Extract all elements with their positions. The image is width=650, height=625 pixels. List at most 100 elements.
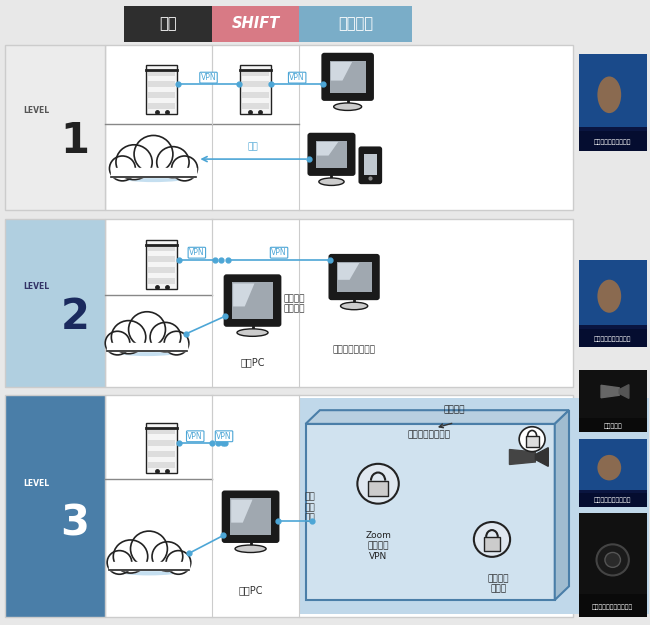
Polygon shape	[338, 263, 359, 280]
Circle shape	[129, 312, 166, 348]
Bar	[578, 594, 647, 618]
Text: 稼働
時間
のみ: 稼働 時間 のみ	[304, 492, 315, 522]
Circle shape	[111, 321, 146, 354]
FancyBboxPatch shape	[309, 134, 354, 175]
Ellipse shape	[237, 329, 268, 336]
Ellipse shape	[597, 76, 621, 113]
Bar	[148, 439, 176, 446]
Bar	[146, 423, 177, 473]
Bar	[148, 462, 176, 468]
Bar	[578, 513, 647, 618]
Circle shape	[150, 322, 181, 352]
Bar	[299, 398, 650, 614]
Bar	[105, 394, 573, 618]
Bar	[5, 45, 105, 210]
Bar	[526, 436, 539, 447]
Bar	[148, 70, 176, 76]
Text: 直接: 直接	[248, 142, 259, 152]
Bar	[578, 493, 647, 507]
Text: SHIFT: SHIFT	[231, 16, 280, 31]
Circle shape	[164, 331, 188, 355]
Text: VPN: VPN	[271, 248, 287, 258]
Polygon shape	[601, 385, 619, 398]
Bar	[578, 259, 647, 325]
Ellipse shape	[597, 279, 621, 312]
Bar	[242, 70, 268, 76]
Text: 室内セキュリティエリア: 室内セキュリティエリア	[592, 604, 633, 610]
Ellipse shape	[116, 349, 177, 356]
Bar	[306, 424, 554, 600]
Bar	[578, 418, 647, 432]
Bar	[146, 64, 177, 114]
FancyBboxPatch shape	[359, 148, 382, 183]
Bar	[484, 537, 501, 551]
Bar	[369, 481, 388, 496]
Circle shape	[107, 551, 132, 574]
Bar	[578, 259, 647, 347]
Bar	[578, 439, 647, 507]
Circle shape	[358, 464, 399, 504]
Bar	[105, 45, 573, 210]
Bar	[578, 439, 647, 490]
Bar	[330, 61, 366, 93]
Ellipse shape	[319, 178, 344, 186]
FancyBboxPatch shape	[330, 255, 379, 299]
FancyBboxPatch shape	[225, 276, 280, 326]
Text: 3: 3	[60, 503, 89, 545]
Circle shape	[157, 147, 189, 178]
Bar	[240, 64, 270, 114]
Bar	[242, 81, 268, 87]
Bar	[578, 370, 647, 432]
Circle shape	[113, 540, 148, 573]
Bar	[299, 6, 412, 42]
Text: VPN: VPN	[289, 73, 305, 82]
Circle shape	[105, 331, 130, 355]
Circle shape	[605, 552, 621, 568]
Text: VPN: VPN	[187, 432, 203, 441]
Bar	[148, 81, 176, 87]
Bar	[148, 428, 176, 434]
Bar	[148, 92, 176, 98]
Text: VPN: VPN	[189, 248, 205, 258]
Polygon shape	[554, 410, 569, 600]
Text: 1: 1	[60, 119, 89, 162]
Circle shape	[131, 531, 168, 567]
Polygon shape	[233, 284, 254, 306]
Text: 置きPC: 置きPC	[239, 586, 263, 596]
Circle shape	[519, 427, 545, 452]
Bar	[242, 92, 268, 98]
Text: シンクライアント: シンクライアント	[333, 346, 376, 355]
Polygon shape	[231, 499, 252, 522]
Text: 2: 2	[60, 296, 89, 338]
Bar	[578, 54, 647, 127]
Circle shape	[109, 156, 135, 181]
Bar	[148, 451, 176, 457]
Ellipse shape	[341, 302, 368, 310]
Text: リモート
アクセス: リモート アクセス	[283, 294, 305, 313]
Polygon shape	[306, 410, 569, 424]
FancyBboxPatch shape	[322, 54, 373, 100]
Text: VPN: VPN	[201, 73, 216, 82]
Text: 有人監視: 有人監視	[444, 406, 465, 415]
Bar	[242, 103, 268, 109]
Text: オンラインビデオ通話: オンラインビデオ通話	[594, 336, 631, 342]
Ellipse shape	[235, 545, 266, 552]
Bar	[578, 329, 647, 347]
FancyBboxPatch shape	[223, 491, 278, 542]
Text: シンクライアント: シンクライアント	[407, 430, 450, 439]
Bar	[148, 103, 176, 109]
Text: VPN: VPN	[216, 432, 232, 441]
Circle shape	[474, 522, 510, 557]
Bar	[105, 219, 573, 387]
Text: LEVEL: LEVEL	[23, 282, 50, 291]
Bar	[148, 245, 176, 251]
Text: 在宅作業: 在宅作業	[338, 16, 373, 31]
Text: LEVEL: LEVEL	[23, 106, 50, 116]
Polygon shape	[317, 142, 338, 156]
Text: 顧客: 顧客	[159, 16, 177, 31]
Text: オンラインビデオ通話: オンラインビデオ通話	[594, 139, 631, 145]
Bar	[230, 498, 271, 535]
Circle shape	[152, 542, 183, 571]
Bar	[148, 278, 176, 284]
Bar	[232, 282, 273, 319]
